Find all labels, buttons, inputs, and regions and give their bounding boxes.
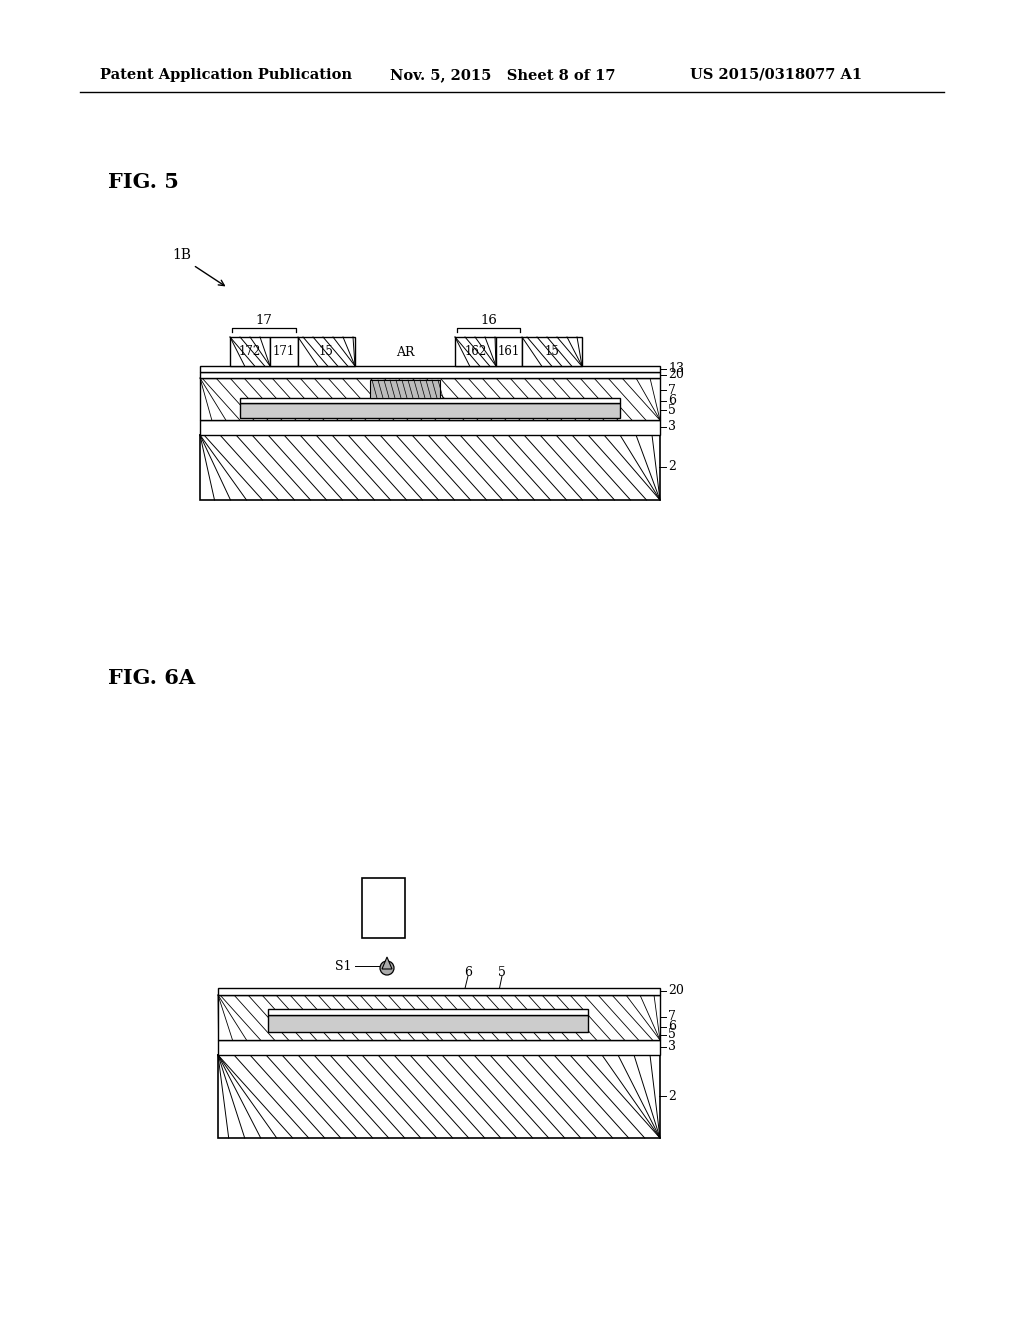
Text: 3: 3 (668, 1040, 676, 1053)
Polygon shape (240, 399, 620, 403)
Polygon shape (382, 957, 392, 969)
Text: 6: 6 (464, 965, 472, 978)
Polygon shape (370, 380, 440, 399)
Text: 5: 5 (498, 965, 506, 978)
Polygon shape (268, 1015, 588, 1032)
Polygon shape (455, 337, 496, 366)
Text: 5: 5 (668, 404, 676, 417)
Polygon shape (218, 995, 660, 1040)
Text: 1B: 1B (172, 248, 191, 261)
Text: US 2015/0318077 A1: US 2015/0318077 A1 (690, 69, 862, 82)
Polygon shape (200, 366, 660, 372)
Text: 17: 17 (256, 314, 272, 326)
Polygon shape (230, 337, 270, 366)
Text: 161: 161 (498, 345, 520, 358)
Ellipse shape (380, 961, 394, 975)
Text: 13: 13 (668, 363, 684, 375)
Text: 15: 15 (319, 345, 334, 358)
Text: 6: 6 (668, 1020, 676, 1034)
Text: Nov. 5, 2015   Sheet 8 of 17: Nov. 5, 2015 Sheet 8 of 17 (390, 69, 615, 82)
Text: S1: S1 (336, 960, 352, 973)
Text: 5: 5 (668, 1028, 676, 1041)
Polygon shape (268, 1008, 588, 1015)
Text: 172: 172 (239, 345, 261, 358)
Text: FIG. 6A: FIG. 6A (108, 668, 196, 688)
Text: 15: 15 (545, 345, 559, 358)
Text: FIG. 5: FIG. 5 (108, 172, 179, 191)
Polygon shape (496, 337, 522, 366)
Text: 16: 16 (480, 314, 497, 326)
Text: 162: 162 (464, 345, 486, 358)
Polygon shape (200, 420, 660, 436)
Text: 7: 7 (668, 1011, 676, 1023)
Polygon shape (218, 1040, 660, 1055)
Text: 2: 2 (668, 461, 676, 474)
Polygon shape (200, 436, 660, 500)
Polygon shape (200, 372, 660, 378)
Polygon shape (270, 337, 298, 366)
Polygon shape (240, 403, 620, 418)
Text: 7: 7 (668, 384, 676, 396)
Polygon shape (298, 337, 355, 366)
Text: 6: 6 (668, 395, 676, 408)
Text: 20: 20 (668, 368, 684, 381)
Text: 2: 2 (668, 1089, 676, 1102)
Polygon shape (218, 987, 660, 995)
Polygon shape (200, 378, 660, 420)
Polygon shape (522, 337, 582, 366)
Text: 171: 171 (272, 345, 295, 358)
Text: AR: AR (395, 346, 415, 359)
Polygon shape (218, 1055, 660, 1138)
Text: Patent Application Publication: Patent Application Publication (100, 69, 352, 82)
Text: 20: 20 (668, 985, 684, 998)
Text: 3: 3 (668, 421, 676, 433)
